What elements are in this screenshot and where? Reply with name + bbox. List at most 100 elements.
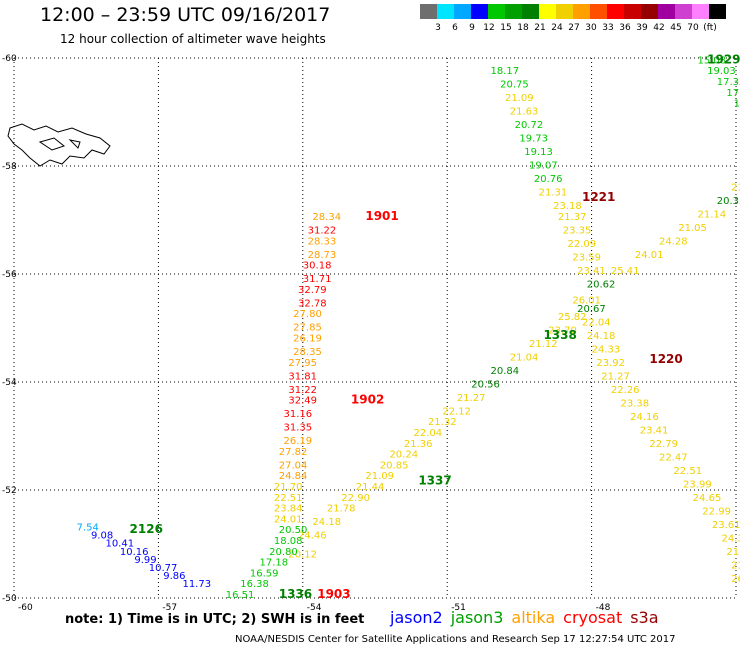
wave-height-plot: -60-57-54-51-48-45-50-52-54-56-58-60 11.… bbox=[2, 52, 740, 610]
colorbar-label: 45 bbox=[670, 23, 682, 33]
footer-note: note: 1) Time is in UTC; 2) SWH is in fe… bbox=[65, 612, 365, 627]
wave-height-point: 21.19 bbox=[731, 182, 740, 193]
y-tick-label: -54 bbox=[2, 378, 17, 388]
x-tick-label: -54 bbox=[307, 603, 322, 610]
colorbar-swatch bbox=[641, 4, 658, 19]
wave-height-point: 23.92 bbox=[596, 358, 625, 369]
wave-height-point: 22.51 bbox=[274, 493, 303, 504]
wave-height-point: 18.08 bbox=[274, 536, 303, 547]
wave-height-point: 18.17 bbox=[491, 66, 520, 77]
wave-height-point: 28.35 bbox=[293, 347, 322, 358]
wave-height-point: 27.04 bbox=[279, 460, 308, 471]
wave-height-point: 21.14 bbox=[726, 547, 740, 558]
wave-height-point: 23.70 bbox=[548, 325, 577, 336]
wave-height-point: 21.09 bbox=[365, 471, 394, 482]
wave-height-point: 16.51 bbox=[226, 590, 255, 601]
colorbar-swatch bbox=[573, 4, 590, 19]
wave-height-point: 20.24 bbox=[389, 450, 418, 461]
wave-height-point: 10.41 bbox=[105, 539, 134, 550]
wave-height-point: 21.09 bbox=[505, 93, 534, 104]
wave-height-point: 24.01 bbox=[635, 250, 664, 261]
wave-height-point: 22.51 bbox=[673, 466, 702, 477]
wave-height-point: 21.04 bbox=[510, 352, 539, 363]
y-tick-label: -52 bbox=[2, 486, 17, 496]
colorbar-swatch bbox=[539, 4, 556, 19]
colorbar-label: 30 bbox=[585, 23, 597, 33]
wave-height-point: 24.33 bbox=[592, 344, 621, 355]
colorbar-label: 21 bbox=[534, 23, 546, 33]
wave-height-point: 22.04 bbox=[582, 317, 611, 328]
wave-height-point: 22.47 bbox=[659, 452, 688, 463]
x-tick-label: -48 bbox=[596, 603, 611, 610]
wave-height-point: 20.67 bbox=[577, 304, 606, 315]
wave-height-point: 28.33 bbox=[308, 236, 337, 247]
wave-height-point: 7.54 bbox=[77, 523, 99, 534]
wave-height-point: 27.80 bbox=[293, 309, 322, 320]
wave-height-point: 19.03 bbox=[707, 66, 736, 77]
wave-height-point: 9.99 bbox=[134, 555, 156, 566]
legend-entry: s3a bbox=[630, 608, 659, 627]
wave-height-point: 28.73 bbox=[308, 250, 337, 261]
wave-height-point: 20.80 bbox=[269, 547, 298, 558]
wave-height-point: 26.19 bbox=[293, 334, 322, 345]
satellite-legend: jason2 jason3 altika cryosat s3a bbox=[390, 608, 667, 627]
wave-height-point: 21.27 bbox=[601, 371, 630, 382]
wave-height-point: 28.34 bbox=[312, 212, 341, 223]
wave-height-point: 22.12 bbox=[442, 406, 471, 417]
y-tick-label: -50 bbox=[2, 594, 17, 604]
colorbar-label: 70 bbox=[687, 23, 699, 33]
footer-credit: NOAA/NESDIS Center for Satellite Applica… bbox=[235, 634, 676, 645]
legend-entry: altika bbox=[511, 608, 556, 627]
grid-layer bbox=[13, 57, 737, 599]
x-tick-label: -57 bbox=[162, 603, 177, 610]
colorbar-swatch bbox=[522, 4, 539, 19]
wave-height-point: 20.33 bbox=[717, 196, 740, 207]
wave-height-point: 21.37 bbox=[558, 212, 587, 223]
wave-height-point: 10.16 bbox=[120, 547, 149, 558]
wave-height-point: 18.00 bbox=[734, 99, 740, 110]
wave-height-point: 24.46 bbox=[298, 531, 327, 542]
wave-height-point: 27.82 bbox=[279, 447, 308, 458]
wave-height-point: 22.99 bbox=[702, 506, 731, 517]
wave-height-point: 20.84 bbox=[491, 366, 520, 377]
wave-height-point: 20.50 bbox=[279, 525, 308, 536]
wave-height-point: 24.18 bbox=[587, 331, 616, 342]
wave-height-point: 26.01 bbox=[572, 296, 601, 307]
colorbar-swatch bbox=[437, 4, 454, 19]
wave-height-point: 23.18 bbox=[553, 201, 582, 212]
wave-height-point: 25.41 bbox=[611, 266, 640, 277]
wave-height-point: 22.04 bbox=[414, 428, 443, 439]
legend-entry: jason2 bbox=[390, 608, 443, 627]
pass-number-label: 1901 bbox=[365, 209, 398, 223]
wave-height-point: 24.84 bbox=[279, 471, 308, 482]
pass-number-label: 1336 bbox=[279, 587, 312, 601]
wave-height-point: 24.01 bbox=[274, 514, 303, 525]
pass-number-label: 1338 bbox=[543, 328, 576, 342]
colorbar-swatch bbox=[658, 4, 675, 19]
pass-number-label: 1337 bbox=[418, 474, 451, 488]
colorbar-swatch bbox=[454, 4, 471, 19]
pass-number-label: 1220 bbox=[649, 352, 682, 366]
wave-height-point: 23.35 bbox=[563, 226, 592, 237]
wave-height-point: 20.56 bbox=[471, 379, 500, 390]
wave-height-point: 21.14 bbox=[697, 209, 726, 220]
wave-height-point: 21.36 bbox=[404, 439, 433, 450]
wave-height-point: 22.09 bbox=[568, 239, 597, 250]
wave-height-point: 21.94 bbox=[731, 560, 740, 571]
wave-height-point: 23.84 bbox=[274, 504, 303, 515]
colorbar-label: 42 bbox=[653, 23, 665, 33]
wave-height-point: 32.49 bbox=[288, 396, 317, 407]
pass-labels-layer: 2126 1336 1903 1337 1902 1901 1338 1220 1221 1929 bbox=[130, 52, 740, 601]
wave-height-point: 24.34 bbox=[722, 533, 740, 544]
wave-height-point: 16.59 bbox=[250, 568, 279, 579]
wave-height-point: 21.78 bbox=[327, 504, 356, 515]
colorbar-label: 36 bbox=[619, 23, 631, 33]
colorbar-label: 9 bbox=[469, 23, 475, 33]
wave-height-point: 22.26 bbox=[611, 385, 640, 396]
colorbar-label: 33 bbox=[602, 23, 614, 33]
wave-height-point: 26.00 bbox=[731, 574, 740, 585]
wave-height-point: 21.12 bbox=[529, 339, 558, 350]
y-tick-label: -58 bbox=[2, 162, 17, 172]
wave-height-point: 17.50 bbox=[726, 88, 740, 99]
